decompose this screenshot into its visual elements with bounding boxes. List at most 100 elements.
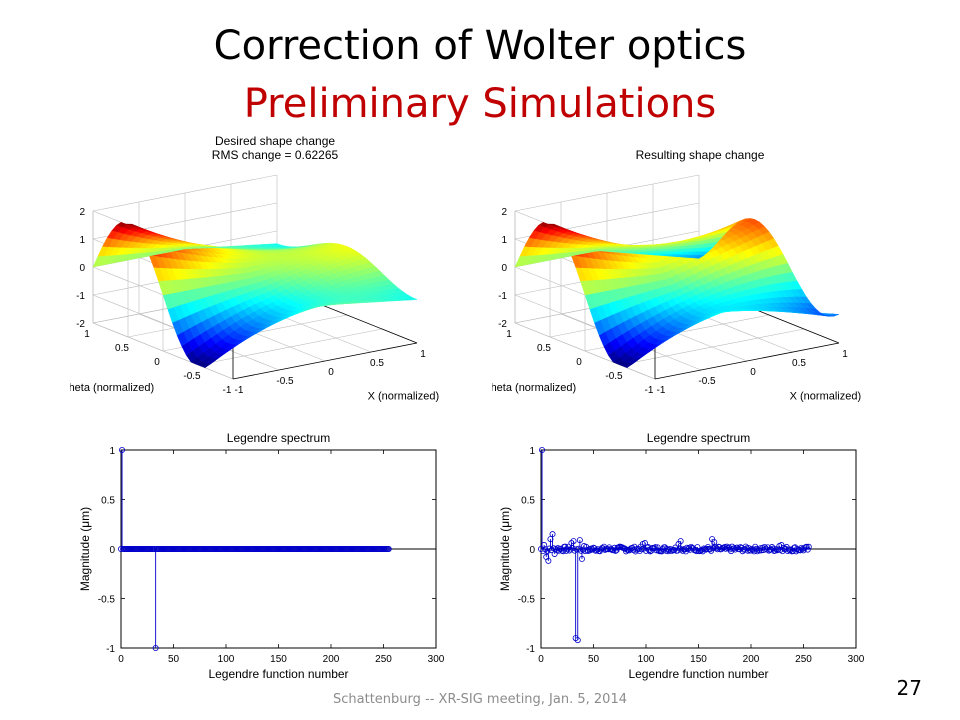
surface-patch [92, 255, 105, 268]
y-tick-label: 0 [109, 545, 115, 556]
z-tick-label: 0 [501, 263, 507, 274]
x-tick-label: 300 [848, 654, 865, 665]
y-tick-label: -0.5 [98, 595, 116, 606]
z-tick-label: 1 [501, 235, 507, 246]
y-axis-label: Magnitude (μm) [498, 507, 512, 591]
theta-tick-label: 0.5 [115, 343, 129, 354]
x-tick-label: -1 [235, 385, 244, 396]
surface-title-line-1: Desired shape change [215, 134, 335, 148]
z-tick-label: 1 [79, 235, 85, 246]
stem-marker [542, 546, 549, 553]
stem-marker [572, 635, 579, 642]
y-axis-label: Magnitude (μm) [78, 507, 92, 591]
x-tick-label: -0.5 [276, 376, 294, 387]
stem-plot-title: Legendre spectrum [227, 431, 330, 445]
x-tick-label: 0.5 [792, 358, 806, 369]
legendre-spectrum-resulting: Legendre spectrum 0 50 100 150 200 250 300 -1 -0.… [498, 431, 865, 681]
x-tick-label: 250 [795, 654, 812, 665]
theta-tick-label: 0 [576, 357, 582, 368]
stem-marker [647, 548, 654, 555]
x-tick-label: 0.5 [370, 358, 384, 369]
y-tick-label: -1 [106, 644, 115, 655]
y-tick-label: 0 [529, 545, 535, 556]
stem-marker [385, 546, 392, 553]
theta-tick-label: 0.5 [537, 343, 551, 354]
y-tick-label: -0.5 [518, 595, 536, 606]
stem-series [538, 446, 812, 644]
slide-footer: Schattenburg -- XR-SIG meeting, Jan. 5, … [333, 692, 627, 707]
x-tick-label: 0 [328, 367, 334, 378]
surface-patches [92, 222, 418, 368]
y-tick-label: 0.5 [101, 496, 115, 507]
z-tick-label: -2 [498, 319, 507, 330]
stem-marker [672, 544, 679, 551]
stem-marker [152, 644, 159, 651]
stem-plot-title: Legendre spectrum [647, 431, 750, 445]
x-tick-label: -1 [657, 385, 666, 396]
stem-marker [677, 538, 684, 545]
x-tick-label: 150 [690, 654, 707, 665]
x-tick-label: 50 [588, 654, 600, 665]
stem-marker [547, 536, 554, 543]
y-tick-label: -1 [526, 644, 535, 655]
z-tick-label: 2 [79, 207, 85, 218]
x-tick-label: 0 [750, 367, 756, 378]
x-tick-label: 200 [323, 654, 340, 665]
theta-tick-label: -1 [223, 385, 232, 396]
x-tick-label: 250 [375, 654, 392, 665]
stem-marker [570, 538, 577, 545]
slide-title: Correction of Wolter optics [213, 23, 747, 69]
stem-marker [652, 544, 659, 551]
surface-plot-desired: Desired shape change RMS change = 0.6226… [70, 134, 439, 402]
x-tick-label: 0 [118, 654, 124, 665]
x-axis-label: X (normalized) [368, 390, 440, 402]
z-tick-label: -1 [76, 291, 85, 302]
z-tick-label: -2 [76, 319, 85, 330]
stem-marker [805, 543, 812, 550]
stem-marker [804, 546, 811, 553]
stem-marker [538, 546, 545, 553]
surface-plot-resulting: Resulting shape change -1 -0.5 0 0.5 1 -1 -0.5… [492, 148, 861, 402]
theta-tick-label: -1 [645, 385, 654, 396]
stem-marker [707, 546, 714, 553]
stem-series [118, 446, 392, 651]
z-tick-label: 0 [79, 263, 85, 274]
z-tick-label: -1 [498, 291, 507, 302]
stem-marker [541, 542, 548, 549]
x-tick-label: 1 [420, 349, 426, 360]
x-axis-label: Legendre function number [208, 667, 348, 681]
y-tick-label: 1 [109, 446, 115, 457]
legendre-spectrum-desired: Legendre spectrum 0 50 100 150 200 250 300 -1 -0.… [78, 431, 445, 681]
theta-axis-label: Theta (normalized) [492, 382, 576, 394]
x-tick-label: 300 [428, 654, 445, 665]
surface-title-line-1: Resulting shape change [636, 148, 765, 162]
theta-tick-label: 1 [506, 329, 512, 340]
theta-axis-label: Theta (normalized) [70, 382, 154, 394]
surface-patch [514, 255, 527, 268]
y-tick-label: 0.5 [521, 496, 535, 507]
theta-tick-label: -0.5 [605, 371, 623, 382]
x-tick-label: 100 [218, 654, 235, 665]
stem-marker [675, 541, 682, 548]
stem-marker [773, 546, 780, 553]
stem-marker [612, 547, 619, 554]
surface-title-line-2: RMS change = 0.62265 [212, 148, 339, 162]
stem-marker [709, 536, 716, 543]
stem-marker [576, 537, 583, 544]
stem-marker [574, 637, 581, 644]
stem-marker [578, 555, 585, 562]
stem-marker [775, 546, 782, 553]
slide-subtitle: Preliminary Simulations [243, 81, 717, 127]
x-axis-label: Legendre function number [628, 667, 768, 681]
x-tick-label: 50 [168, 654, 180, 665]
stem-marker [545, 557, 552, 564]
stem-marker [785, 546, 792, 553]
stem-marker [539, 446, 546, 453]
x-tick-label: 0 [538, 654, 544, 665]
z-tick-label: 2 [501, 207, 507, 218]
x-axis-label: X (normalized) [790, 390, 862, 402]
